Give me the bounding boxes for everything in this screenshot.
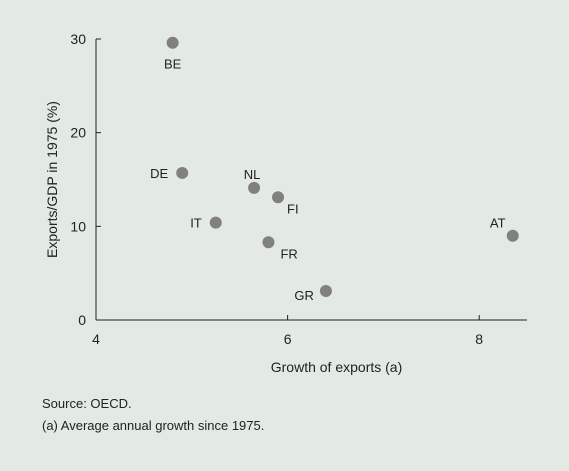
point-label-fr: FR — [280, 246, 297, 261]
point-be — [166, 36, 179, 49]
x-tick-label: 4 — [92, 331, 100, 347]
y-tick-label: 0 — [78, 312, 86, 328]
point-label-it: IT — [190, 216, 202, 231]
point-nl — [248, 181, 261, 194]
x-tick-label: 6 — [284, 331, 292, 347]
point-gr — [319, 284, 332, 297]
data-points: BEDENLFIITFRGRATESPOIE — [150, 36, 519, 303]
point-it — [209, 216, 222, 229]
y-axis-title: Exports/GDP in 1975 (%) — [44, 101, 60, 258]
point-de — [176, 166, 189, 179]
y-tick-label: 30 — [70, 31, 86, 47]
point-label-gr: GR — [294, 288, 314, 303]
x-axis-title: Growth of exports (a) — [271, 359, 403, 375]
point-fi — [272, 191, 285, 204]
point-label-be: BE — [164, 57, 182, 72]
footnote: (a) Average annual growth since 1975. — [42, 418, 265, 433]
point-label-de: DE — [150, 166, 168, 181]
point-label-fi: FI — [287, 201, 299, 216]
point-fr — [262, 236, 275, 249]
x-tick-label: 8 — [475, 331, 483, 347]
point-label-at: AT — [490, 216, 506, 231]
scatter-chart: 01020304681012 BEDENLFIITFRGRATESPOIE Gr… — [44, 31, 527, 375]
point-label-nl: NL — [244, 167, 261, 182]
point-at — [506, 229, 519, 242]
y-tick-label: 20 — [70, 125, 86, 141]
axes: 01020304681012 — [70, 31, 527, 347]
y-tick-label: 10 — [70, 218, 86, 234]
source-note: Source: OECD. — [42, 396, 132, 411]
